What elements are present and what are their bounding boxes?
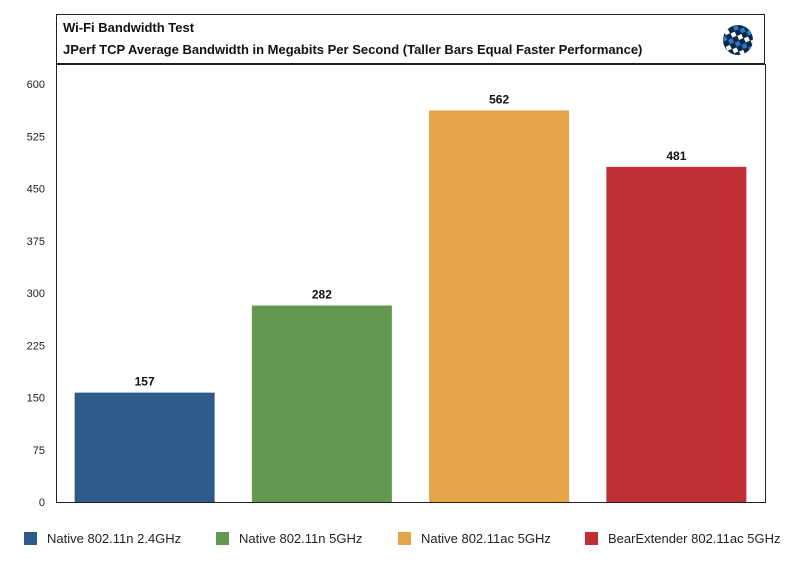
y-tick-label: 225: [27, 340, 45, 352]
legend-item: Native 802.11n 5GHz: [216, 530, 362, 546]
legend: Native 802.11n 2.4GHz Native 802.11n 5GHz…: [24, 530, 807, 546]
data-labels-group: 157 282 562 481: [135, 92, 687, 388]
y-tick-label: 300: [27, 288, 45, 300]
y-tick-label: 150: [27, 393, 45, 405]
y-tick-label: 0: [39, 497, 45, 509]
legend-label: Native 802.11n 2.4GHz: [47, 530, 182, 546]
y-axis: 0 75 150 225 300 375 450 525 600: [27, 79, 45, 509]
y-tick-label: 75: [33, 445, 45, 457]
legend-swatch: [24, 531, 37, 545]
bar: [251, 305, 392, 502]
bar: [429, 110, 570, 503]
legend-label: BearExtender 802.11ac 5GHz: [608, 530, 781, 546]
legend-swatch: [398, 531, 411, 545]
bar-value-label: 157: [135, 375, 155, 389]
bar-value-label: 282: [312, 288, 332, 302]
bars-group: [74, 110, 747, 503]
y-tick-label: 450: [27, 184, 45, 196]
legend-item: Native 802.11ac 5GHz: [398, 530, 551, 546]
legend-swatch: [585, 531, 598, 545]
bar: [606, 166, 747, 503]
legend-item: Native 802.11n 2.4GHz: [24, 530, 181, 546]
plot-frame: [56, 64, 766, 503]
y-tick-label: 600: [27, 79, 45, 91]
y-tick-label: 375: [27, 236, 45, 248]
y-tick-label: 525: [27, 131, 45, 143]
bar-chart: 0 75 150 225 300 375 450 525 600 157 282 562 481: [27, 64, 766, 509]
legend-label: Native 802.11n 5GHz: [239, 530, 363, 546]
legend-label: Native 802.11ac 5GHz: [421, 530, 551, 546]
bar-value-label: 562: [489, 92, 509, 106]
legend-item: BearExtender 802.11ac 5GHz: [585, 530, 780, 546]
globe-logo-icon: [723, 25, 753, 55]
bar: [74, 392, 215, 502]
bar-value-label: 481: [666, 149, 686, 163]
chart-subtitle: JPerf TCP Average Bandwidth in Megabits …: [63, 42, 643, 57]
chart-title: Wi-Fi Bandwidth Test: [63, 20, 195, 35]
legend-swatch: [216, 531, 229, 545]
chart-header: Wi-Fi Bandwidth Test JPerf TCP Average B…: [56, 14, 765, 64]
